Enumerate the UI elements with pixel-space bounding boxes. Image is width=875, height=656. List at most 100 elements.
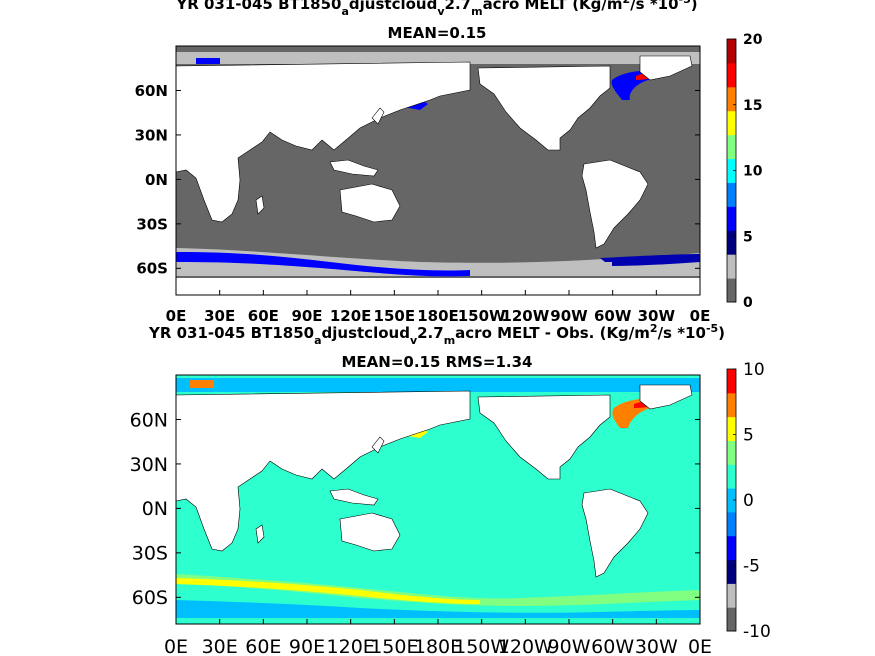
y-tick-label: 0N: [145, 171, 168, 189]
colorbar-tick-label: 5: [743, 426, 754, 446]
southern-ice-band: [176, 248, 700, 276]
x-tick-label: 0E: [166, 307, 187, 325]
colorbar-segment: [727, 607, 736, 632]
panel-top: YR 031-045 BT1850adjustcloudv2.7macro ME…: [135, 0, 763, 325]
madagascar: [255, 524, 265, 544]
colorbar-tick-label: 0: [743, 491, 754, 511]
panel-top-y-ticks: 60N 30N 0N 30S 60S: [135, 82, 700, 278]
panel-top-colorbar: 20 15 10 5 0: [726, 32, 763, 311]
colorbar-segment: [727, 86, 736, 112]
x-tick-label: 0E: [164, 636, 188, 656]
north-america: [477, 65, 611, 151]
southern-positive-band: [176, 574, 700, 606]
indonesia: [329, 488, 379, 506]
colorbar-tick-label: -5: [743, 557, 760, 577]
x-tick-label: 180E: [414, 636, 462, 656]
x-tick-label: 90W: [548, 636, 591, 656]
x-tick-label: 120W: [498, 636, 553, 656]
colorbar-segment: [727, 392, 736, 418]
y-tick-label: 60N: [130, 409, 168, 431]
panel-top-title: YR 031-045 BT1850adjustcloudv2.7macro ME…: [175, 0, 697, 18]
x-tick-label: 150E: [374, 307, 416, 325]
greenland: [639, 55, 693, 81]
colorbar-segment: [727, 583, 736, 608]
x-tick-label: 120W: [501, 307, 549, 325]
y-tick-label: 30N: [130, 454, 168, 476]
colorbar-segment: [727, 182, 736, 207]
colorbar-segment: [727, 511, 736, 537]
colorbar-tick-label: 10: [743, 360, 765, 380]
colorbar-segment: [727, 416, 736, 441]
x-tick-label: 60W: [594, 307, 632, 325]
x-tick-label: 150E: [370, 636, 418, 656]
panel-bottom-subtitle: MEAN=0.15 RMS=1.34: [342, 353, 533, 371]
colorbar-tick-label: -10: [743, 622, 771, 642]
greenland: [639, 384, 693, 410]
colorbar-segment: [727, 440, 736, 465]
colorbar-segment: [727, 110, 736, 136]
colorbar-segment: [727, 206, 736, 231]
southern-negative-band: [176, 600, 700, 618]
x-tick-label: 30E: [202, 636, 238, 656]
north-america: [477, 394, 611, 480]
y-tick-label: 60S: [132, 587, 168, 609]
y-tick-label: 60S: [136, 260, 168, 278]
x-tick-label: 150W: [454, 636, 509, 656]
x-tick-label: 0E: [688, 636, 712, 656]
panel-top-subtitle: MEAN=0.15: [388, 24, 487, 42]
panel-bottom: YR 031-045 BT1850adjustcloudv2.7macro ME…: [130, 322, 771, 656]
x-tick-label: 60W: [591, 636, 634, 656]
y-tick-label: 30N: [135, 126, 168, 144]
x-tick-label: 150W: [458, 307, 506, 325]
japan: [371, 436, 385, 454]
x-tick-label: 30W: [638, 307, 676, 325]
colorbar-segment: [727, 464, 736, 489]
x-tick-label: 180E: [417, 307, 459, 325]
x-tick-label: 90E: [289, 636, 325, 656]
colorbar-segment: [727, 369, 736, 394]
africa-eurasia: [175, 61, 471, 223]
colorbar-segment: [727, 488, 736, 513]
arctic-anomaly-band: [176, 378, 700, 392]
colorbar-segment: [727, 62, 736, 88]
southern-yellow-band: [176, 578, 480, 604]
y-tick-label: 60N: [135, 82, 168, 100]
arctic-positive-anomaly: [190, 380, 214, 388]
panel-bottom-map: [175, 374, 701, 625]
colorbar-segment: [727, 39, 736, 64]
y-tick-label: 30S: [132, 543, 168, 565]
colorbar-segment: [727, 535, 736, 561]
southern-melt-band: [176, 252, 470, 277]
colorbar-segment: [727, 230, 736, 255]
panel-bottom-y-ticks: 60N 30N 0N 30S 60S: [130, 409, 700, 609]
panel-top-map: [175, 45, 701, 296]
madagascar: [255, 195, 265, 215]
colorbar-segment: [727, 559, 736, 584]
indonesia: [329, 159, 379, 177]
colorbar-segment: [727, 158, 736, 183]
japan: [371, 107, 385, 125]
land: [175, 384, 693, 578]
x-tick-label: 60E: [245, 636, 281, 656]
colorbar-tick-label: 10: [743, 164, 763, 180]
arctic-ice-band: [176, 52, 700, 64]
colorbar-tick-label: 20: [743, 32, 763, 48]
colorbar-tick-label: 5: [743, 229, 753, 245]
x-tick-label: 90E: [291, 307, 322, 325]
colorbar-segment: [727, 278, 736, 303]
panel-bottom-colorbar: 10 5 0 -5 -10: [726, 360, 771, 642]
y-tick-label: 0N: [142, 498, 168, 520]
x-tick-label: 120E: [330, 307, 372, 325]
australia: [339, 512, 401, 552]
colorbar-tick-label: 15: [743, 98, 762, 114]
x-tick-label: 30E: [204, 307, 235, 325]
south-america: [581, 488, 649, 578]
x-tick-label: 120E: [327, 636, 375, 656]
south-america: [581, 159, 649, 249]
x-tick-label: 90W: [550, 307, 588, 325]
colorbar-segment: [727, 254, 736, 279]
southern-melt-band-east: [600, 254, 700, 266]
